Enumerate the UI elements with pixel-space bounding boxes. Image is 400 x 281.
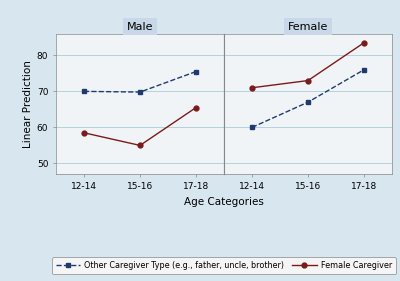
Title: Male: Male <box>127 22 153 31</box>
Y-axis label: Linear Prediction: Linear Prediction <box>23 60 33 148</box>
Title: Female: Female <box>288 22 328 31</box>
Text: Age Categories: Age Categories <box>184 197 264 207</box>
Legend: Other Caregiver Type (e.g., father, uncle, brother), Female Caregiver: Other Caregiver Type (e.g., father, uncl… <box>52 257 396 274</box>
